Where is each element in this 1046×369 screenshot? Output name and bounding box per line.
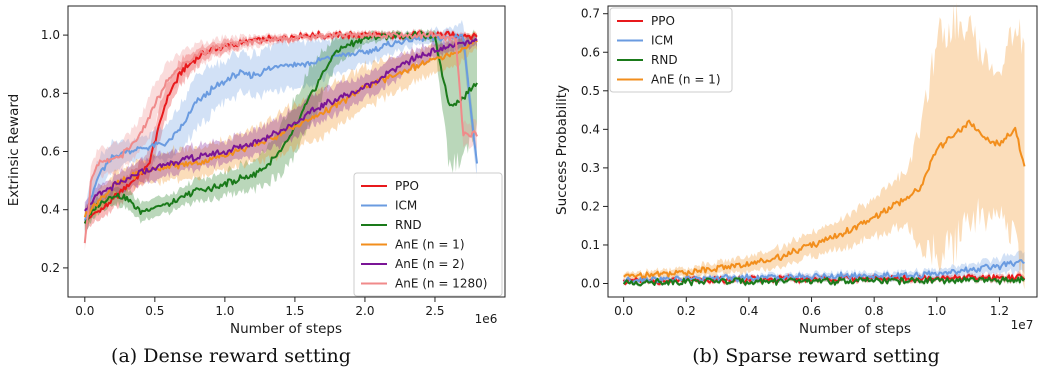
dense-band-1 (84, 19, 478, 235)
sparse-y-axis-label: Success Probability (554, 85, 570, 215)
dense-lines (83, 30, 478, 244)
sparse-caption: (b) Sparse reward setting (692, 345, 940, 367)
dense-legend-box (353, 172, 503, 297)
dense-x-tick-label-4: 2.0 (355, 304, 374, 318)
dense-legend-label-1: ICM (395, 199, 417, 213)
dense-y-tick-label-0: 0.2 (41, 261, 60, 275)
dense-legend-label-3: AnE (n = 1) (395, 238, 465, 252)
dense-caption: (a) Dense reward setting (111, 345, 351, 367)
sparse-series-line-2 (622, 275, 1026, 287)
sparse-lines (622, 119, 1026, 287)
dense-legend-label-5: AnE (n = 1280) (395, 277, 487, 291)
sparse-legend-label-1: ICM (651, 34, 673, 48)
sparse-x-tick-label-0: 0.0 (614, 304, 633, 318)
sparse-legend: PPO ICM RND AnE (n = 1) (609, 7, 733, 93)
sparse-x-tick-label-1: 0.2 (677, 304, 696, 318)
sparse-y-tick-label-2: 0.2 (581, 199, 600, 213)
dense-y-tick-label-4: 1.0 (41, 28, 60, 42)
sparse-series-line-3 (623, 119, 1026, 279)
sparse-y-tick-label-1: 0.1 (581, 238, 600, 252)
sparse-band-3 (623, 2, 1025, 290)
sparse-legend-box (609, 7, 733, 93)
dense-ticks: 0.0 0.5 1.0 1.5 2.0 2.5 0.2 0.4 0.6 0.8 1.0 (41, 28, 445, 318)
dense-series-line-5 (83, 31, 478, 244)
dense-y-axis-label: Extrinsic Reward (6, 94, 22, 206)
sparse-y-tick-label-5: 0.5 (581, 84, 600, 98)
sparse-x-axis-label: Number of steps (799, 321, 911, 337)
dense-x-tick-label-3: 1.5 (285, 304, 304, 318)
dense-x-tick-label-5: 2.5 (425, 304, 444, 318)
dense-legend-label-0: PPO (395, 179, 419, 193)
dense-x-multiplier: 1e6 (475, 312, 498, 326)
sparse-y-tick-label-0: 0.0 (581, 277, 600, 291)
sparse-x-tick-label-5: 1.0 (927, 304, 946, 318)
sparse-x-tick-label-4: 0.8 (865, 304, 884, 318)
dense-legend-label-2: RND (395, 218, 422, 232)
dense-x-tick-label-2: 1.0 (215, 304, 234, 318)
sparse-y-tick-label-3: 0.3 (581, 161, 600, 175)
sparse-y-tick-label-6: 0.6 (581, 45, 600, 59)
sparse-legend-label-3: AnE (n = 1) (651, 73, 721, 87)
sparse-legend-label-2: RND (651, 53, 678, 67)
sparse-x-tick-label-3: 0.6 (802, 304, 821, 318)
sparse-legend-label-0: PPO (651, 14, 675, 28)
sparse-y-tick-label-7: 0.7 (581, 7, 600, 21)
dense-x-tick-label-0: 0.0 (75, 304, 94, 318)
dense-y-tick-label-2: 0.6 (41, 145, 60, 159)
sparse-ticks: 0.0 0.2 0.4 0.6 0.8 1.0 1.2 0.0 0.1 0.2 0.3 0.4 0.5 0… (581, 7, 1009, 318)
dense-y-tick-label-1: 0.4 (41, 203, 60, 217)
sparse-x-multiplier: 1e7 (1011, 318, 1034, 332)
sparse-series-line-1 (623, 259, 1025, 284)
dense-x-axis-label: Number of steps (230, 321, 342, 337)
dense-x-tick-label-1: 0.5 (145, 304, 164, 318)
sparse-x-tick-label-6: 1.2 (990, 304, 1009, 318)
sparse-y-tick-label-4: 0.4 (581, 122, 600, 136)
dense-series-line-1 (83, 33, 478, 222)
dense-y-tick-label-3: 0.8 (41, 86, 60, 100)
dense-legend: PPO ICM RND AnE (n = 1) AnE (n = 2) AnE (n = … (353, 172, 503, 297)
sparse-x-tick-label-2: 0.4 (739, 304, 758, 318)
dense-band-0 (84, 28, 478, 231)
dense-series-line-4 (84, 38, 478, 212)
sparse-reward-chart: 0.0 0.2 0.4 0.6 0.8 1.0 1.2 0.0 0.1 0.2 0.3 0.4 0.5 0… (554, 2, 1038, 367)
dense-reward-chart: 0.0 0.5 1.0 1.5 2.0 2.5 0.2 0.4 0.6 0.8 1.0 Number… (6, 5, 506, 367)
dense-legend-label-4: AnE (n = 2) (395, 257, 465, 271)
